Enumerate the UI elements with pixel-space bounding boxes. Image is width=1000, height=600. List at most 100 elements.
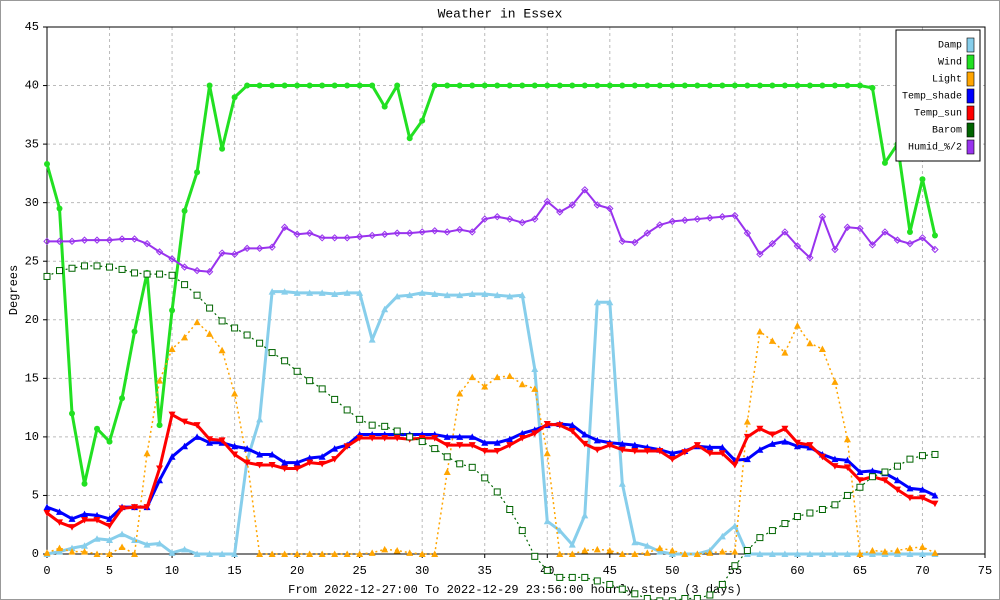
point: [793, 242, 802, 250]
point: [606, 82, 613, 89]
point: [206, 436, 214, 443]
point: [456, 442, 464, 449]
point: [293, 367, 301, 375]
point: [868, 241, 877, 249]
point: [493, 213, 501, 221]
point: [106, 550, 114, 557]
point: [743, 433, 751, 441]
point: [868, 550, 876, 557]
point: [856, 477, 864, 484]
point: [393, 546, 401, 554]
point: [668, 449, 676, 457]
point: [243, 459, 251, 467]
point: [743, 229, 752, 237]
point: [231, 442, 239, 450]
point: [81, 542, 89, 549]
y-tick-label: 10: [25, 430, 39, 444]
point: [618, 550, 626, 557]
legend-label: Humid_%/2: [908, 142, 962, 154]
point: [143, 504, 151, 511]
point: [706, 549, 714, 556]
point: [443, 228, 451, 236]
point: [931, 500, 939, 508]
point: [531, 215, 539, 223]
point: [293, 550, 301, 557]
point: [644, 82, 651, 89]
x-tick-label: 5: [106, 564, 113, 578]
point: [68, 264, 76, 272]
point: [569, 82, 576, 89]
point: [268, 349, 276, 357]
point: [318, 550, 326, 557]
point: [418, 550, 426, 557]
point: [893, 236, 902, 244]
point: [718, 532, 726, 540]
point: [281, 550, 289, 557]
point: [669, 82, 676, 89]
x-tick-label: 75: [978, 564, 992, 578]
chart-title: Weather in Essex: [438, 6, 563, 21]
point: [81, 480, 88, 487]
point: [430, 227, 439, 235]
point: [881, 477, 889, 484]
point: [218, 249, 226, 257]
point: [518, 291, 526, 299]
point: [868, 546, 876, 554]
point: [106, 522, 114, 530]
point: [456, 390, 464, 397]
point: [56, 548, 64, 555]
point: [794, 82, 801, 89]
point: [493, 447, 501, 455]
point: [856, 550, 864, 557]
legend-label: Light: [932, 74, 962, 86]
point: [381, 305, 389, 313]
x-tick-label: 55: [728, 564, 742, 578]
point: [81, 548, 89, 555]
point: [656, 221, 664, 229]
point: [643, 595, 651, 600]
point: [594, 82, 601, 89]
point: [931, 245, 939, 254]
point: [731, 82, 738, 89]
point: [593, 436, 601, 444]
point: [506, 442, 514, 449]
point: [56, 267, 64, 275]
point: [381, 435, 389, 442]
point: [419, 117, 426, 124]
point: [631, 82, 638, 89]
point: [318, 460, 326, 468]
point: [143, 239, 151, 248]
point: [656, 447, 664, 455]
point: [906, 494, 914, 502]
legend-label: Barom: [932, 126, 962, 137]
point: [481, 439, 489, 446]
point: [543, 449, 551, 457]
point: [893, 476, 901, 484]
point: [818, 345, 826, 353]
point: [306, 82, 313, 89]
point: [793, 322, 801, 329]
point: [80, 236, 89, 244]
point: [618, 237, 627, 246]
point: [368, 421, 376, 429]
point: [543, 517, 551, 525]
series-line: [46, 290, 935, 556]
point: [506, 435, 514, 443]
point: [593, 545, 601, 553]
point: [531, 552, 539, 560]
point: [856, 224, 864, 233]
point: [906, 455, 914, 463]
point: [231, 94, 238, 101]
legend-label: Temp_sun: [914, 109, 962, 120]
point: [218, 550, 226, 557]
point: [243, 331, 251, 339]
point: [56, 519, 64, 526]
point: [731, 522, 739, 529]
point: [206, 304, 214, 312]
point: [343, 550, 351, 557]
y-tick-label: 30: [25, 196, 39, 210]
point: [806, 82, 813, 89]
point: [769, 82, 776, 89]
point: [68, 544, 76, 552]
point: [556, 527, 564, 534]
